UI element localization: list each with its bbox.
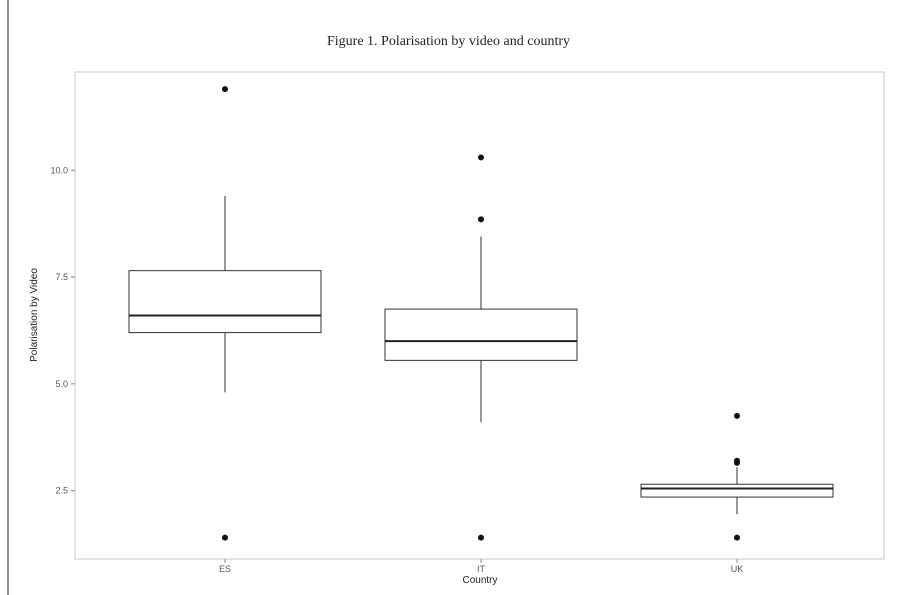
y-axis-title: Polarisation by Video [29,268,40,362]
box-es [128,86,322,541]
x-axis: ES IT UK [219,559,743,574]
outlier-point [734,412,740,419]
iqr-box [640,483,834,498]
outlier-point [734,534,740,541]
iqr-box [384,308,578,361]
y-axis: 2.5 5.0 7.5 10.0 [50,165,75,496]
chart-title: Figure 1. Polarisation by video and coun… [326,34,571,49]
box-uk [640,412,834,541]
outlier-point [734,459,740,466]
x-tick-label: UK [731,564,744,574]
boxes-group [128,86,834,541]
x-axis-title: Country [462,575,497,586]
outlier-point [478,534,484,541]
outlier-point [222,86,228,93]
outlier-point [478,216,484,223]
iqr-box [128,270,322,334]
y-tick-label: 10.0 [50,165,68,175]
x-tick-label: IT [477,564,486,574]
y-tick-label: 5.0 [55,379,68,389]
x-tick-label: ES [219,564,231,574]
y-tick-label: 2.5 [55,486,68,496]
outlier-point [478,154,484,161]
box-it [384,154,578,541]
outlier-point [222,534,228,541]
plot-panel [74,71,885,560]
y-tick-label: 7.5 [55,272,68,282]
